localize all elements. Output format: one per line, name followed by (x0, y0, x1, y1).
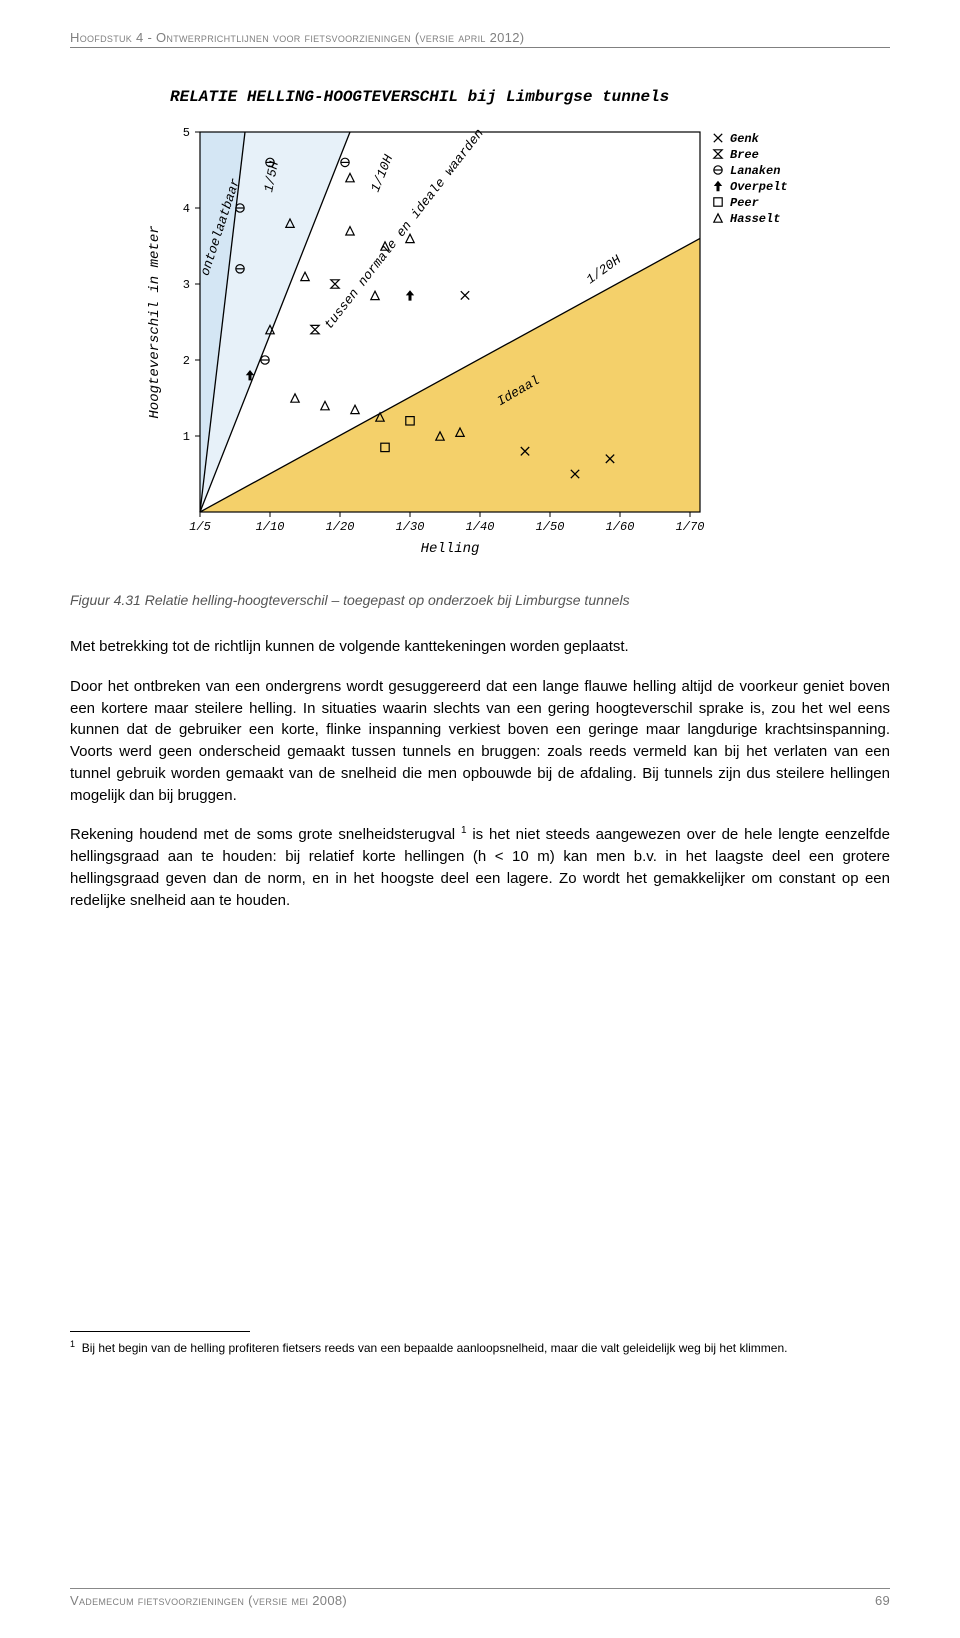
svg-text:1/60: 1/60 (606, 520, 635, 534)
svg-text:Hoogteverschil in meter: Hoogteverschil in meter (147, 225, 163, 418)
svg-text:Peer: Peer (730, 196, 759, 210)
header-text: Hoofdstuk 4 - Ontwerprichtlijnen voor fi… (70, 30, 524, 45)
page-footer: Vademecum fietsvoorzieningen (versie mei… (70, 1588, 890, 1608)
footnote-rule (70, 1331, 250, 1332)
svg-text:1/5: 1/5 (189, 520, 211, 534)
chart-title: RELATIE HELLING-HOOGTEVERSCHIL bij Limbu… (140, 88, 800, 106)
chart-container: RELATIE HELLING-HOOGTEVERSCHIL bij Limbu… (140, 88, 800, 572)
figure-caption: Figuur 4.31 Relatie helling-hoogteversch… (70, 592, 890, 608)
svg-text:1/40: 1/40 (466, 520, 495, 534)
svg-text:1/20: 1/20 (326, 520, 355, 534)
svg-text:Overpelt: Overpelt (730, 180, 788, 194)
svg-text:5: 5 (183, 126, 190, 140)
paragraph-1: Met betrekking tot de richtlijn kunnen d… (70, 636, 890, 658)
footnote-number: 1 (70, 1339, 75, 1349)
paragraph-2: Door het ontbreken van een ondergrens wo… (70, 676, 890, 807)
svg-text:Genk: Genk (730, 132, 760, 146)
svg-text:Lanaken: Lanaken (730, 164, 780, 178)
paragraph-3: Rekening houdend met de soms grote snelh… (70, 824, 890, 911)
svg-text:2: 2 (183, 354, 190, 368)
svg-text:3: 3 (183, 278, 190, 292)
svg-text:1: 1 (183, 430, 190, 444)
footnote-text: Bij het begin van de helling profiteren … (82, 1341, 788, 1355)
svg-text:Helling: Helling (421, 541, 480, 557)
svg-text:1/50: 1/50 (536, 520, 565, 534)
svg-text:Bree: Bree (730, 148, 759, 162)
svg-text:1/70: 1/70 (676, 520, 705, 534)
footer-page: 69 (875, 1593, 890, 1608)
svg-text:1/10: 1/10 (256, 520, 285, 534)
header-rule (70, 47, 890, 48)
svg-text:Hasselt: Hasselt (730, 212, 780, 226)
p3-part-a: Rekening houdend met de soms grote snelh… (70, 826, 461, 843)
footnote: 1 Bij het begin van de helling profitere… (70, 1338, 890, 1356)
chart-svg: 1/5H1/10H1/20Hontoelaatbaartussen normal… (140, 112, 800, 572)
svg-text:4: 4 (183, 202, 190, 216)
page-header: Hoofdstuk 4 - Ontwerprichtlijnen voor fi… (0, 0, 960, 58)
footer-text: Vademecum fietsvoorzieningen (versie mei… (70, 1593, 347, 1608)
svg-text:1/30: 1/30 (396, 520, 425, 534)
